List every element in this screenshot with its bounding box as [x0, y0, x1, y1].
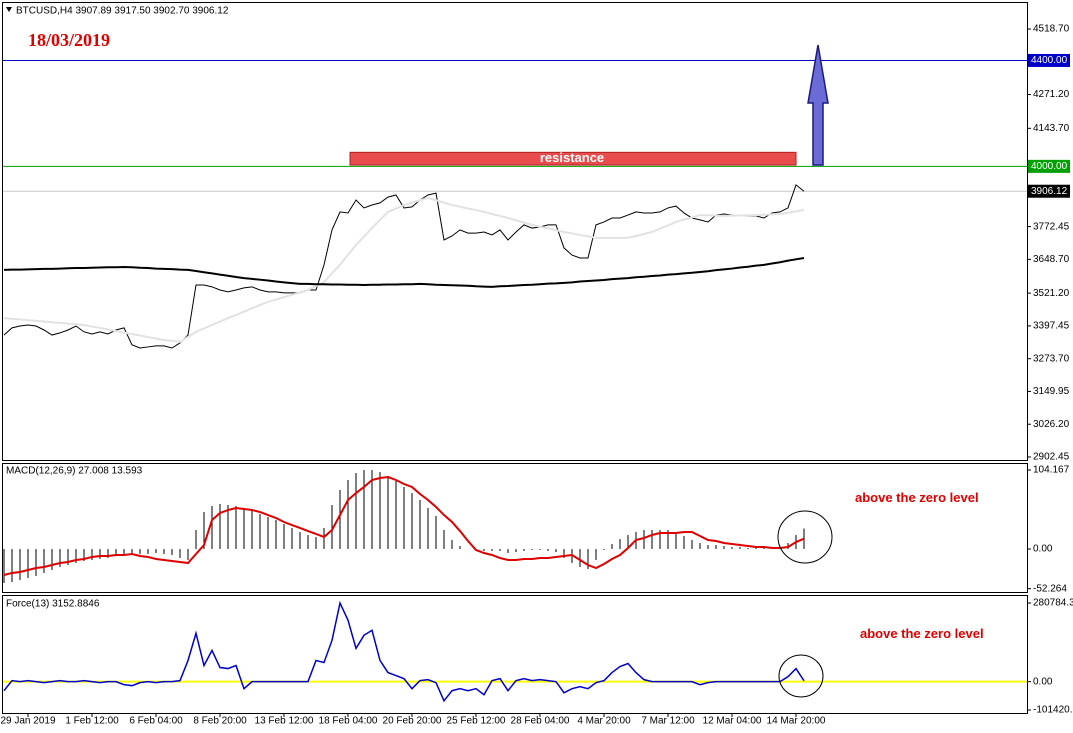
price-tag-label: 4400.00 — [1031, 55, 1068, 66]
price-tag-label: 4000.00 — [1031, 161, 1068, 172]
x-tick-label: 1 Feb 12:00 — [65, 716, 119, 727]
y-tick-label: 3026.20 — [1033, 419, 1070, 430]
y-tick-label: 0.00 — [1033, 544, 1053, 555]
series-line — [3, 196, 805, 343]
price-tag-label: 3906.12 — [1031, 186, 1068, 197]
x-tick-label: 29 Jan 2019 — [0, 716, 55, 727]
series-line — [3, 184, 805, 349]
y-tick-label: 3149.95 — [1033, 386, 1070, 397]
highlight-circle — [777, 510, 833, 564]
x-tick-label: 8 Feb 20:00 — [193, 716, 247, 727]
y-tick-label: 280784.31 — [1033, 598, 1073, 609]
x-tick-label: 4 Mar 20:00 — [577, 716, 631, 727]
target-arrow — [807, 44, 829, 166]
x-tick-label: 20 Feb 20:00 — [383, 716, 442, 727]
y-tick-label: 3273.70 — [1033, 353, 1070, 364]
y-tick-label: 104.167 — [1033, 465, 1070, 476]
y-tick-label: 4271.20 — [1033, 89, 1070, 100]
plot-layer: BTCUSD,H4 3907.89 3917.50 3902.70 3906.1… — [0, 6, 1073, 727]
y-tick-label: 3648.70 — [1033, 254, 1070, 265]
y-tick-label: 3772.45 — [1033, 221, 1070, 232]
highlight-circle — [778, 654, 824, 698]
price-panel — [2, 2, 1028, 461]
panel-title: MACD(12,26,9) 27.008 13.593 — [6, 466, 143, 477]
annotation: above the zero level — [855, 490, 979, 505]
series-line — [3, 600, 805, 703]
resistance-zone — [349, 151, 797, 166]
series-line — [3, 256, 805, 288]
x-tick-label: 18 Feb 04:00 — [319, 716, 378, 727]
y-tick-label: 0.00 — [1033, 676, 1053, 687]
y-tick-label: 2902.45 — [1033, 452, 1070, 463]
x-tick-label: 25 Feb 12:00 — [447, 716, 506, 727]
y-tick-label: -52.264 — [1033, 583, 1067, 594]
series-line — [3, 476, 805, 576]
zone-label: resistance — [540, 150, 604, 165]
macd-panel — [2, 463, 1028, 593]
annotation: above the zero level — [860, 626, 984, 641]
panel-title: BTCUSD,H4 3907.89 3917.50 3902.70 3906.1… — [16, 6, 229, 17]
symbol-dropdown[interactable] — [6, 7, 12, 12]
x-tick-label: 6 Feb 04:00 — [129, 716, 183, 727]
x-tick-label: 12 Mar 04:00 — [703, 716, 762, 727]
price-tag — [1028, 53, 1070, 67]
x-tick-label: 28 Feb 04:00 — [511, 716, 570, 727]
panel-title: Force(13) 3152.8846 — [6, 599, 100, 610]
y-tick-label: 3521.20 — [1033, 288, 1070, 299]
force-panel — [2, 595, 1028, 714]
price-tag — [1028, 184, 1070, 198]
x-tick-label: 7 Mar 12:00 — [641, 716, 695, 727]
y-tick-label: 4518.70 — [1033, 24, 1070, 35]
price-tag — [1028, 159, 1070, 173]
y-tick-label: 3397.45 — [1033, 321, 1070, 332]
x-tick-label: 14 Mar 20:00 — [767, 716, 826, 727]
date-annotation: 18/03/2019 — [28, 30, 110, 50]
y-tick-label: 4143.70 — [1033, 123, 1070, 134]
y-tick-label: -101420.31 — [1033, 705, 1073, 716]
x-tick-label: 13 Feb 12:00 — [255, 716, 314, 727]
